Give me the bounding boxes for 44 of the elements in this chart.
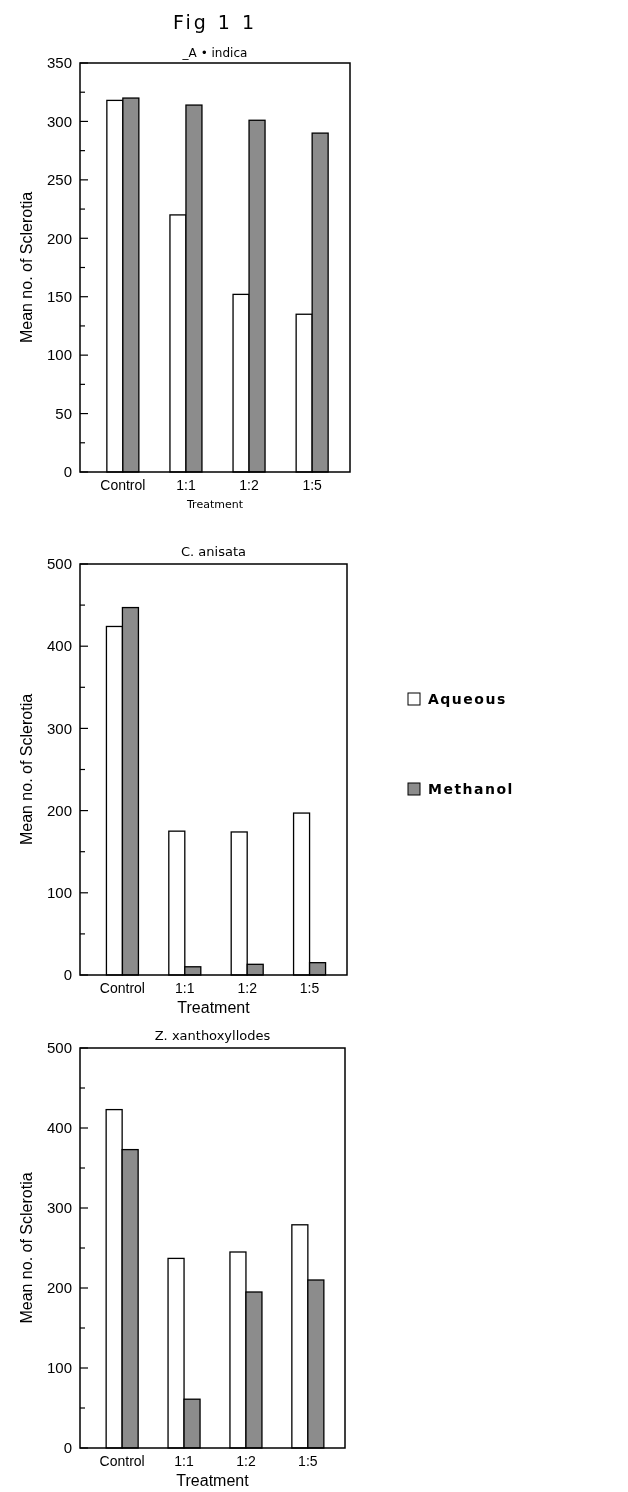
y-tick-label: 200 [46,1279,72,1297]
x-tick-label: Control [100,477,146,493]
y-tick-label: 300 [46,1199,72,1217]
x-tick-label: 1:5 [298,1453,318,1469]
y-tick-label: 400 [46,637,72,655]
y-tick-label: 500 [46,555,72,573]
y-tick-label: 50 [55,404,72,422]
y-axis-title: Mean no. of Sclerotia [18,693,35,846]
y-tick-label: 400 [46,1119,72,1137]
y-tick-label: 0 [63,966,72,984]
y-tick-label: 300 [46,112,72,130]
x-tick-label: 1:5 [299,980,320,996]
y-tick-label: 100 [46,1359,72,1377]
x-axis-title: Treatment [186,498,244,511]
chart-title: Fig 1 1 [172,11,258,33]
x-tick-label: 1:2 [237,980,258,996]
y-tick-label: 100 [46,346,72,364]
y-tick-label: 150 [46,287,72,305]
y-tick-label: 0 [63,1439,72,1457]
x-tick-label: 1:2 [239,477,259,493]
chart-subtitle: _A • indica [181,46,248,60]
y-tick-label: 200 [46,229,72,247]
legend-label: Methanol [428,781,514,797]
y-tick-label: 200 [46,801,72,819]
x-tick-label: 1:2 [236,1453,256,1469]
x-axis-title: Treatment [177,999,251,1016]
x-tick-label: 1:1 [174,1453,194,1469]
x-tick-label: 1:1 [175,980,195,996]
y-tick-label: 0 [63,463,72,481]
x-tick-label: 1:5 [302,477,323,493]
y-tick-label: 300 [46,719,72,737]
x-tick-label: Control [99,1453,145,1469]
chart-title: Z. xanthoxyllodes [154,1028,271,1043]
legend-label: Aqueous [428,691,507,707]
y-tick-label: 350 [46,54,72,72]
chart-title: C. anisata [181,544,246,559]
x-tick-label: Control [99,980,145,996]
y-axis-title: Mean no. of Sclerotia [18,1172,35,1324]
y-axis-title: Mean no. of Sclerotia [18,191,35,344]
x-axis-title: Treatment [176,1472,250,1489]
y-tick-label: 250 [46,171,72,189]
y-tick-label: 500 [46,1039,72,1057]
x-tick-label: 1:1 [176,477,196,493]
y-tick-label: 100 [46,884,72,902]
